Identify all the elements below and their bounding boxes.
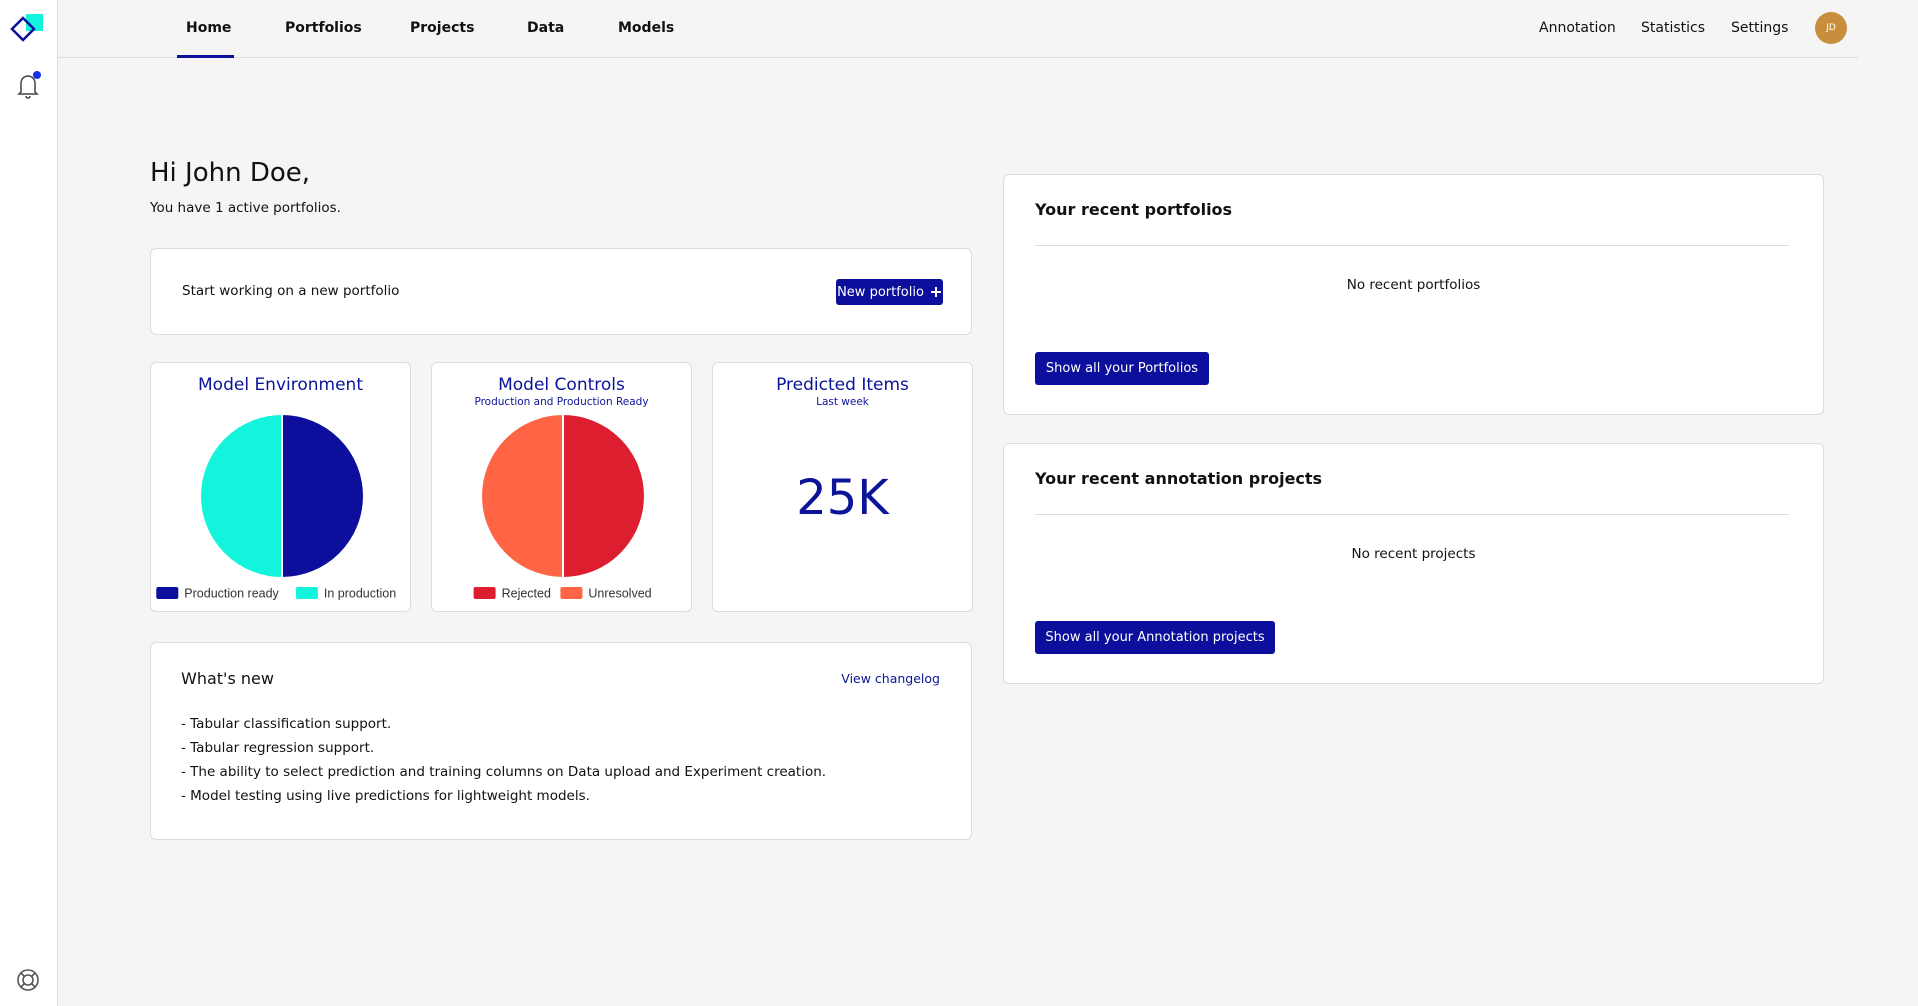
card-title: Your recent annotation projects [1035, 469, 1323, 488]
recent-portfolios-card: Your recent portfolios No recent portfol… [1003, 174, 1824, 415]
stat-title: Predicted Items [776, 375, 909, 395]
legend-swatch [156, 587, 179, 599]
pie-chart: Rejected Unresolved [473, 412, 652, 600]
divider [1035, 245, 1789, 246]
plus-icon [930, 287, 941, 297]
whats-new-title: What's new [181, 669, 274, 688]
notifications-icon[interactable] [14, 70, 44, 100]
pie-slice [562, 412, 646, 580]
nav-settings[interactable]: Settings [1731, 20, 1789, 36]
nav-projects[interactable]: Projects [410, 20, 475, 36]
whats-new-item: - Model testing using live predictions f… [181, 788, 590, 804]
avatar[interactable]: JD [1815, 12, 1847, 44]
legend-label: Unresolved [588, 586, 651, 600]
legend-label: Rejected [502, 586, 551, 600]
show-portfolios-button[interactable]: Show all your Portfolios [1035, 352, 1209, 385]
pie-slice [199, 412, 283, 580]
chart-card: Model Controls Production and Production… [431, 362, 692, 612]
stat-card: Predicted Items Last week 25K [712, 362, 973, 612]
greeting-subtitle: You have 1 active portfolios. [150, 200, 341, 216]
nav-portfolios[interactable]: Portfolios [285, 20, 362, 36]
whats-new-item: - The ability to select prediction and t… [181, 764, 827, 780]
empty-state: No recent projects [1351, 546, 1476, 562]
empty-state: No recent portfolios [1346, 277, 1481, 293]
nav-annotation[interactable]: Annotation [1539, 20, 1616, 36]
legend-swatch [295, 587, 318, 599]
pie-slice [480, 412, 564, 580]
show-annotation-button[interactable]: Show all your Annotation projects [1035, 621, 1275, 654]
nav-models[interactable]: Models [618, 20, 675, 36]
new-portfolio-button[interactable]: New portfolio [836, 279, 943, 305]
pie-chart: Production ready In production [156, 412, 396, 600]
sidebar [0, 0, 58, 1006]
stat-subtitle: Last week [816, 396, 869, 408]
legend-swatch [560, 587, 583, 599]
chart-card: Model Environment Production ready In pro… [150, 362, 411, 612]
pie-slice [281, 412, 365, 580]
button-label: New portfolio [837, 284, 924, 300]
divider [1035, 514, 1789, 515]
chart-subtitle: Production and Production Ready [474, 396, 649, 408]
legend-label: In production [324, 586, 396, 600]
whats-new-item: - Tabular classification support. [181, 716, 392, 732]
help-icon[interactable] [14, 966, 42, 994]
logo[interactable] [10, 12, 46, 44]
whats-new-card: What's new View changelog - Tabular clas… [150, 642, 972, 840]
nav-data[interactable]: Data [527, 20, 565, 36]
greeting-title: Hi John Doe, [150, 158, 311, 188]
stat-value: 25K [796, 470, 889, 526]
chart-title: Model Controls [498, 375, 625, 395]
changelog-link[interactable]: View changelog [841, 671, 940, 686]
nav-statistics[interactable]: Statistics [1641, 20, 1705, 36]
chart-title: Model Environment [198, 375, 363, 395]
nav-divider [57, 57, 1858, 58]
active-tab-indicator [177, 55, 234, 58]
new-portfolio-text: Start working on a new portfolio [182, 283, 400, 299]
nav-home[interactable]: Home [186, 20, 232, 36]
recent-annotation-card: Your recent annotation projects No recen… [1003, 443, 1824, 684]
legend-label: Production ready [184, 586, 279, 600]
card-title: Your recent portfolios [1035, 200, 1233, 219]
new-portfolio-card: Start working on a new portfolio New por… [150, 248, 972, 335]
whats-new-item: - Tabular regression support. [181, 740, 375, 756]
legend-swatch [473, 587, 496, 599]
